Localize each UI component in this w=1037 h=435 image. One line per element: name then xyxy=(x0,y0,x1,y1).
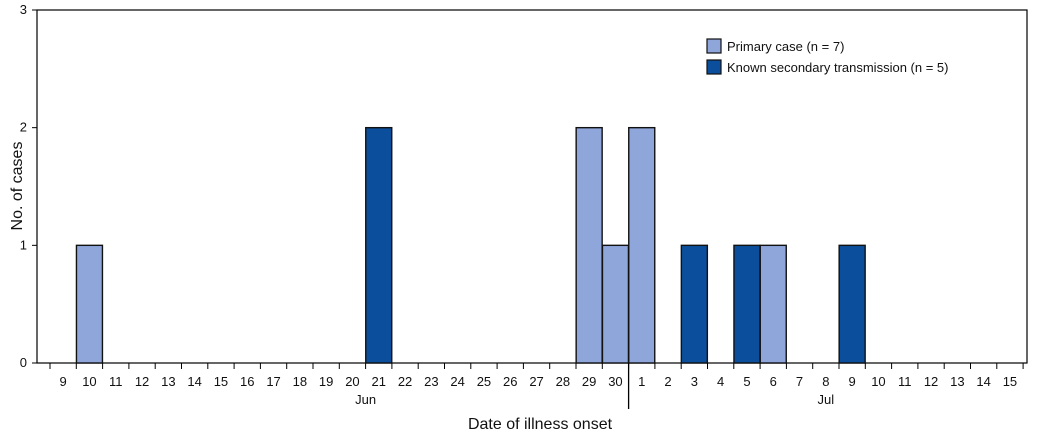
y-tick-label-0: 0 xyxy=(20,355,27,370)
x-tick-label-19: 28 xyxy=(556,374,570,389)
y-tick-label-1: 1 xyxy=(20,237,27,252)
bar-secondary-26 xyxy=(733,244,761,364)
y-tick-label-2: 2 xyxy=(20,120,27,135)
legend-label-secondary: Known secondary transmission (n = 5) xyxy=(727,60,948,75)
x-tick-label-33: 12 xyxy=(924,374,938,389)
x-axis-title: Date of illness onset xyxy=(468,416,613,433)
x-axis: 9 10 11 12 13 14 15 16 17 18 19 20 21 22 23 24 25 26 27 28 2… xyxy=(49,363,1024,409)
x-tick-label-3: 12 xyxy=(135,374,149,389)
bar-primary-22 xyxy=(628,126,656,364)
bar-primary-27 xyxy=(759,244,787,364)
x-tick-label-13: 22 xyxy=(398,374,412,389)
x-tick-label-0: 9 xyxy=(60,374,67,389)
x-tick-label-5: 14 xyxy=(187,374,201,389)
x-tick-label-36: 15 xyxy=(1003,374,1017,389)
x-tick-label-32: 11 xyxy=(898,374,912,389)
legend-swatch-secondary xyxy=(706,59,722,75)
x-tick-label-12: 21 xyxy=(372,374,386,389)
x-tick-label-17: 26 xyxy=(503,374,517,389)
x-tick-label-7: 16 xyxy=(240,374,254,389)
bar-secondary-24 xyxy=(680,244,709,364)
bar-primary-1 xyxy=(75,244,104,364)
x-tick-label-29: 8 xyxy=(822,374,829,389)
plot-frame xyxy=(36,9,1028,364)
bars-layer xyxy=(75,126,866,364)
x-tick-label-18: 27 xyxy=(529,374,543,389)
x-tick-label-24: 3 xyxy=(691,374,698,389)
x-tick-label-14: 23 xyxy=(424,374,438,389)
bar-secondary-12 xyxy=(365,126,393,364)
x-tick-label-25: 4 xyxy=(717,374,724,389)
x-tick-label-34: 13 xyxy=(950,374,964,389)
y-axis: 0 1 2 3 xyxy=(20,2,37,370)
x-tick-label-2: 11 xyxy=(109,374,123,389)
x-tick-label-27: 6 xyxy=(770,374,777,389)
month-label-jun: Jun xyxy=(355,392,376,407)
bar-primary-20 xyxy=(575,126,603,364)
x-tick-label-9: 18 xyxy=(293,374,307,389)
bar-secondary-30 xyxy=(838,244,866,364)
x-tick-label-22: 1 xyxy=(638,374,645,389)
x-tick-label-21: 30 xyxy=(608,374,622,389)
x-tick-label-4: 13 xyxy=(161,374,175,389)
x-tick-label-6: 15 xyxy=(214,374,228,389)
y-tick-label-3: 3 xyxy=(20,2,27,17)
x-tick-label-31: 10 xyxy=(871,374,885,389)
x-tick-label-11: 20 xyxy=(345,374,359,389)
x-tick-label-16: 25 xyxy=(477,374,491,389)
month-label-jul: Jul xyxy=(818,392,835,407)
x-tick-label-35: 14 xyxy=(976,374,990,389)
x-tick-label-30: 9 xyxy=(849,374,856,389)
x-tick-label-15: 24 xyxy=(450,374,464,389)
legend-label-primary: Primary case (n = 7) xyxy=(727,39,844,54)
legend-swatch-primary xyxy=(706,38,722,54)
x-tick-label-8: 17 xyxy=(266,374,280,389)
y-axis-title: No. of cases xyxy=(9,142,26,231)
legend: Primary case (n = 7) Known secondary tran… xyxy=(706,38,948,75)
x-tick-label-26: 5 xyxy=(743,374,750,389)
x-tick-label-28: 7 xyxy=(796,374,803,389)
x-tick-label-10: 19 xyxy=(319,374,333,389)
bar-primary-21 xyxy=(601,244,630,364)
x-tick-label-1: 10 xyxy=(82,374,96,389)
x-tick-label-20: 29 xyxy=(582,374,596,389)
x-tick-label-23: 2 xyxy=(664,374,671,389)
